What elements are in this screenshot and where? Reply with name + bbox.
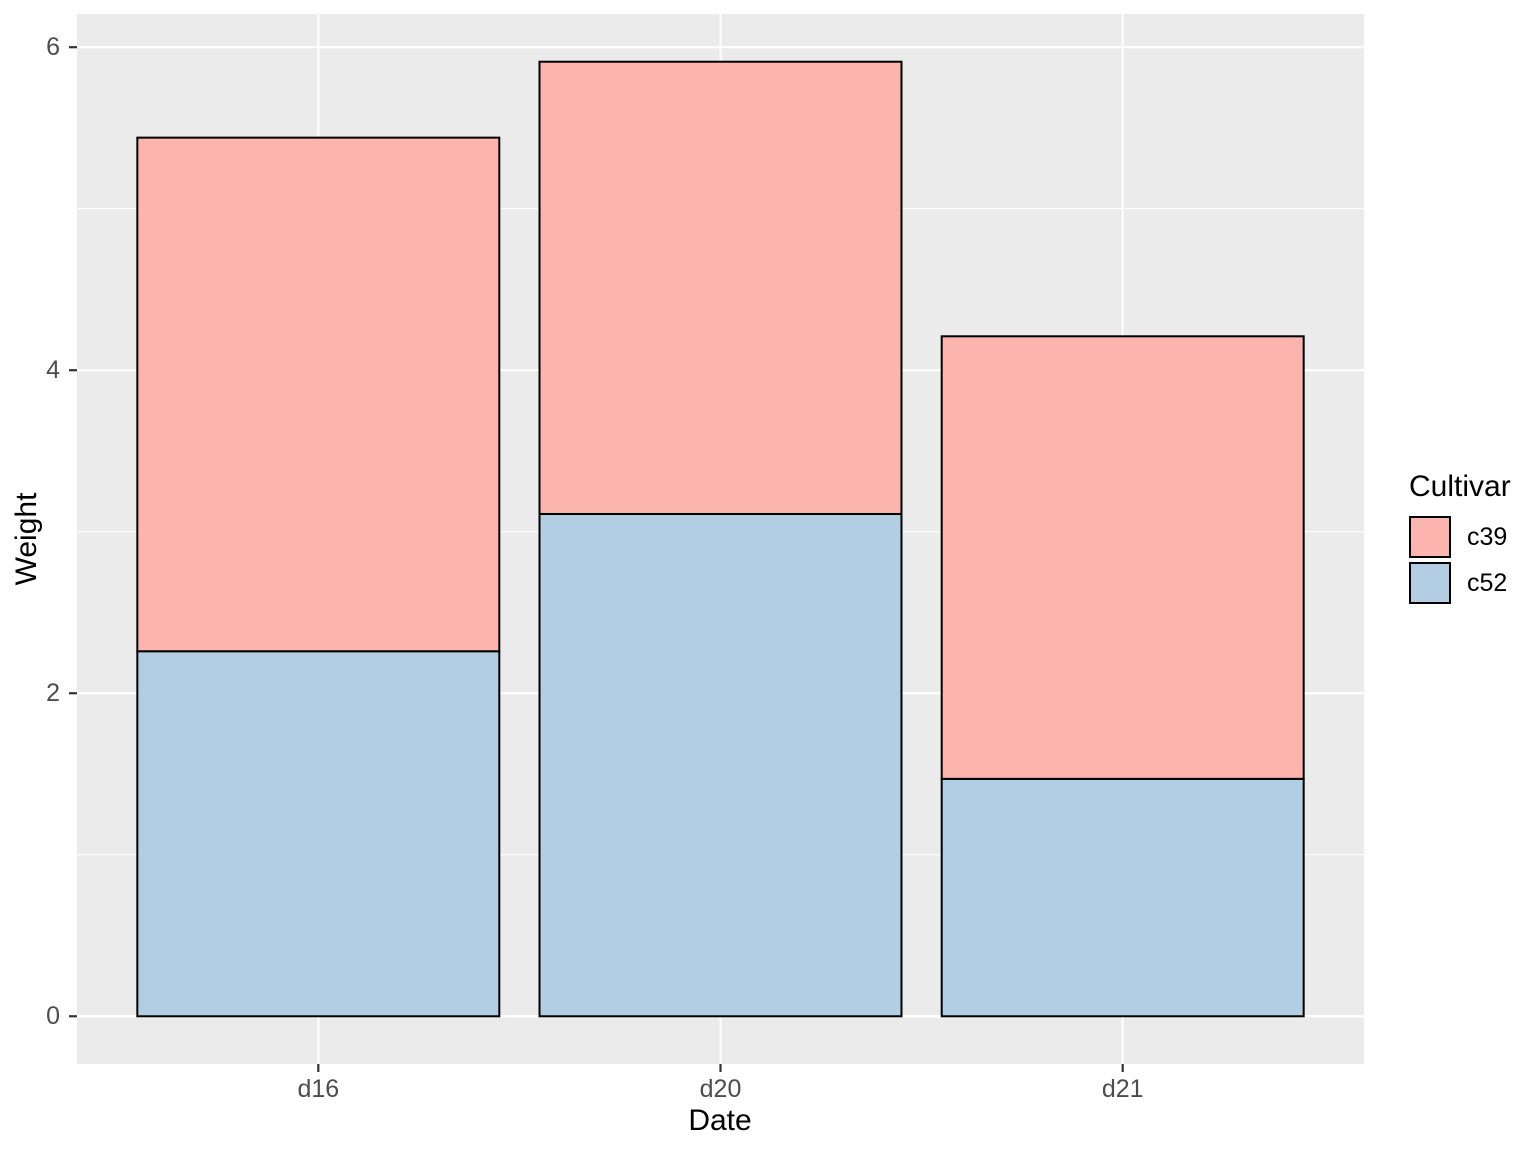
legend-key-c39 <box>1409 516 1451 558</box>
bar-segment-d20-c52 <box>538 512 903 1018</box>
legend: Cultivar c39 c52 <box>1409 470 1511 608</box>
y-tick-label-6: 6 <box>46 33 60 62</box>
y-axis-title: Weight <box>10 492 43 586</box>
legend-label-c52: c52 <box>1467 569 1508 597</box>
bar-segment-d16-c39 <box>136 136 501 653</box>
y-tick-label-4: 4 <box>46 356 60 385</box>
legend-items: c39 c52 <box>1409 516 1511 604</box>
legend-label-c39: c39 <box>1467 523 1508 551</box>
legend-item-c39: c39 <box>1409 516 1511 558</box>
bar-segment-d21-c39 <box>940 335 1305 780</box>
x-tick-label-d16: d16 <box>297 1075 340 1103</box>
x-axis-title: Date <box>688 1104 752 1137</box>
bar-segment-d16-c52 <box>136 650 501 1018</box>
x-tick-label-d20: d20 <box>699 1075 742 1103</box>
y-tick-label-0: 0 <box>46 1002 60 1031</box>
x-tick-label-d21: d21 <box>1101 1075 1144 1103</box>
legend-key-c52 <box>1409 562 1451 604</box>
legend-item-c52: c52 <box>1409 562 1511 604</box>
y-tick-label-2: 2 <box>46 679 60 708</box>
legend-title: Cultivar <box>1409 470 1511 503</box>
bar-segment-d21-c52 <box>940 777 1305 1018</box>
bar-segment-d20-c39 <box>538 60 903 515</box>
